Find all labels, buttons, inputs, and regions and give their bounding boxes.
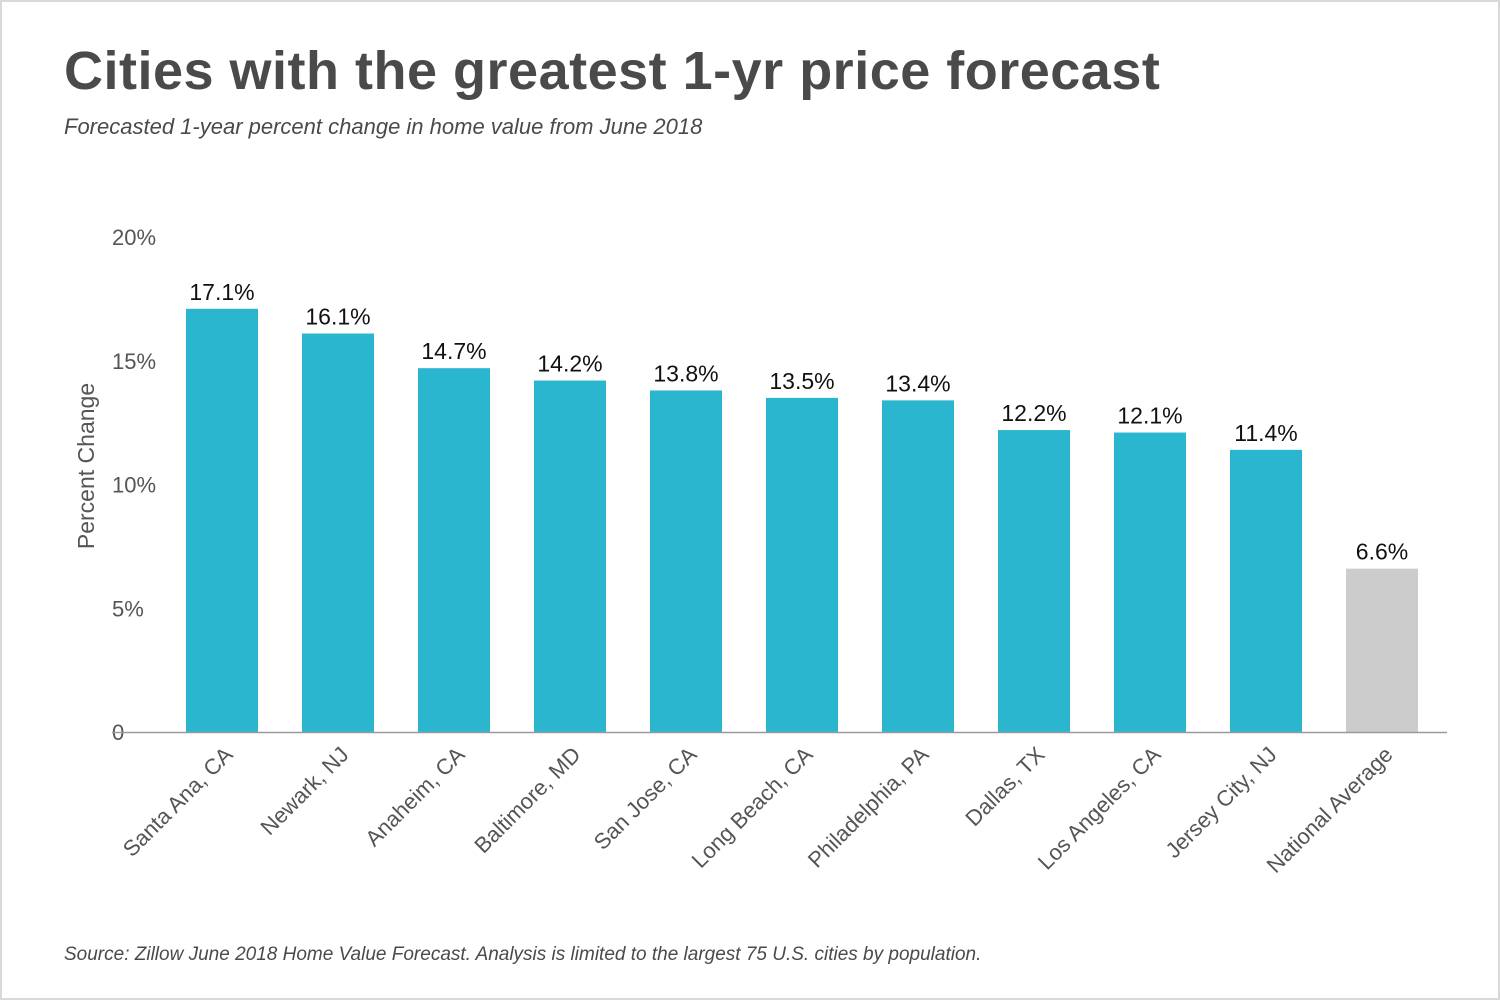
x-tick-label: National Average — [1262, 742, 1398, 878]
y-tick-label: 10% — [112, 473, 156, 498]
x-tick-label: Baltimore, MD — [469, 742, 585, 858]
x-tick-label: Anaheim, CA — [360, 742, 470, 852]
chart-source-note: Source: Zillow June 2018 Home Value Fore… — [64, 944, 982, 965]
x-tick-label: Los Angeles, CA — [1033, 742, 1166, 875]
x-tick-label: Long Beach, CA — [687, 742, 818, 873]
bar — [766, 397, 838, 732]
bar-value-label: 11.4% — [1234, 420, 1298, 446]
bar-value-label: 16.1% — [305, 304, 370, 330]
bar-value-label: 12.2% — [1001, 400, 1066, 426]
bar — [186, 308, 258, 732]
x-tick-label: Santa Ana, CA — [118, 742, 238, 862]
chart-title: Cities with the greatest 1-yr price fore… — [64, 41, 1161, 101]
bar-value-label: 13.4% — [885, 370, 950, 396]
y-axis-title: Percent Change — [73, 383, 99, 549]
bar-value-label: 6.6% — [1356, 539, 1408, 565]
bar — [1346, 568, 1418, 732]
bar-value-label: 13.5% — [769, 368, 834, 394]
bar — [418, 368, 490, 732]
bar — [1230, 449, 1302, 732]
x-tick-label: San Jose, CA — [589, 742, 702, 855]
bar-value-label: 13.8% — [653, 360, 718, 386]
bar — [534, 380, 606, 732]
bar — [882, 400, 954, 732]
bar — [302, 333, 374, 732]
bar — [1114, 432, 1186, 732]
bar — [998, 430, 1070, 732]
y-tick-label: 5% — [112, 596, 144, 621]
bar — [650, 390, 722, 732]
bar-value-label: 17.1% — [189, 279, 254, 305]
chart-subtitle: Forecasted 1-year percent change in home… — [64, 114, 703, 139]
x-tick-label: Philadelphia, PA — [803, 742, 934, 873]
y-tick-label: 15% — [112, 349, 156, 374]
x-tick-label: Newark, NJ — [255, 742, 353, 840]
x-tick-label: Jersey City, NJ — [1160, 742, 1281, 863]
bar-value-label: 14.2% — [537, 351, 602, 377]
bar-value-label: 14.7% — [421, 338, 486, 364]
y-tick-label: 20% — [112, 225, 156, 250]
x-tick-label: Dallas, TX — [960, 742, 1049, 831]
bar-value-label: 12.1% — [1117, 403, 1182, 429]
